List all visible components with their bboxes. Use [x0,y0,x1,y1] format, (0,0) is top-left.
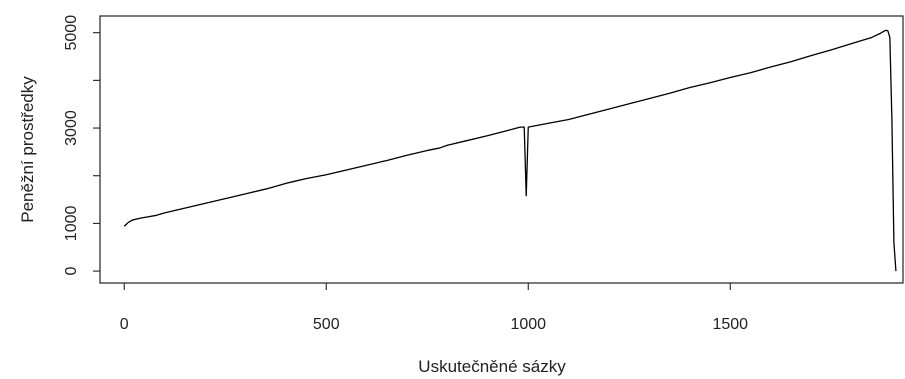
y-axis: 0 1000 3000 5000 [63,15,100,276]
y-tick-label: 5000 [63,15,80,51]
x-tick-label: 1000 [510,316,546,333]
series-line [123,29,897,272]
x-axis-title: Uskutečněné sázky [418,357,566,376]
x-axis: 0 500 1000 1500 [120,283,748,333]
plot-frame [99,15,904,284]
y-tick-label: 0 [63,267,80,276]
y-axis-title: Peněžní prostředky [18,76,37,223]
x-tick-label: 0 [120,316,129,333]
y-tick-label: 3000 [63,110,80,146]
x-tick-label: 500 [313,316,340,333]
x-tick-label: 1500 [712,316,748,333]
y-tick-label: 1000 [63,206,80,242]
